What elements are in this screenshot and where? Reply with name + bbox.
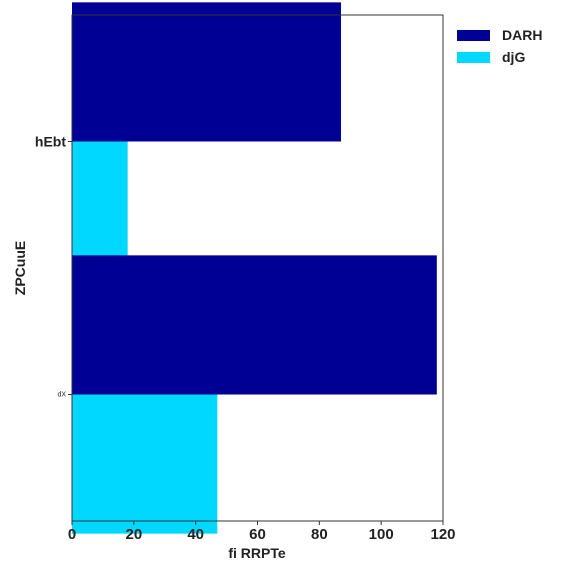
legend-swatch-DARH — [457, 30, 490, 41]
legend-label-djG: djG — [502, 49, 525, 65]
legend: DARH djG — [457, 27, 542, 65]
y-category-label: dX — [57, 392, 66, 399]
x-tick-label: 40 — [187, 526, 204, 543]
legend-label-DARH: DARH — [502, 27, 542, 43]
y-category-label: hEbt — [35, 134, 66, 150]
bar-djG-dX — [72, 395, 217, 534]
x-axis-title: fi RRPTe — [228, 545, 286, 561]
legend-swatch-djG — [457, 52, 490, 63]
x-tick-label: 80 — [311, 526, 328, 543]
x-tick-label: 120 — [430, 526, 455, 543]
bar-DARH-hEbt — [72, 2, 341, 141]
y-axis-title: ZPCuuE — [12, 241, 28, 295]
x-tick-label: 100 — [369, 526, 394, 543]
x-tick-label: 0 — [68, 526, 76, 543]
y-axis-categories: hEbt dX — [35, 134, 72, 399]
bar-DARH-dX — [72, 255, 437, 394]
x-tick-label: 20 — [125, 526, 142, 543]
x-tick-label: 60 — [249, 526, 266, 543]
